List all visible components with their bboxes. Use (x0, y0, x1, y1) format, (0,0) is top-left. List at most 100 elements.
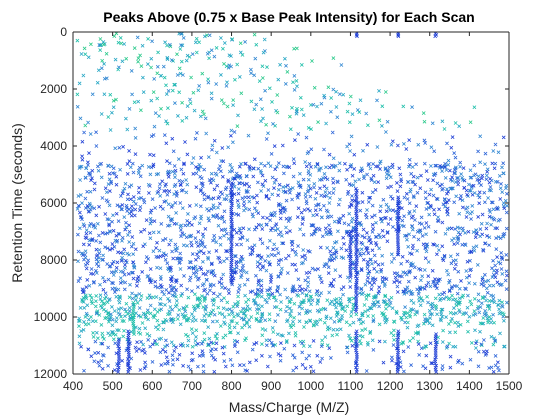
scatter-point (128, 165, 133, 170)
scatter-point (422, 226, 427, 230)
scatter-point (155, 240, 159, 245)
scatter-point (427, 212, 432, 217)
scatter-point (136, 56, 141, 61)
scatter-point (106, 345, 111, 350)
scatter-point (293, 138, 297, 142)
scatter-point (440, 164, 444, 169)
scatter-point (317, 274, 322, 279)
scatter-point (138, 53, 142, 58)
scatter-point (458, 300, 462, 305)
scatter-point (218, 235, 223, 240)
scatter-point (331, 156, 336, 161)
scatter-point (399, 315, 404, 320)
scatter-point (371, 314, 376, 318)
scatter-point (359, 267, 364, 271)
scatter-point (173, 175, 177, 180)
scatter-point (122, 215, 127, 219)
scatter-point (386, 205, 391, 210)
scatter-point (382, 317, 387, 321)
scatter-point (416, 237, 421, 242)
scatter-point (423, 141, 428, 145)
scatter-point (87, 238, 92, 243)
scatter-point (148, 267, 153, 271)
scatter-point (198, 114, 203, 119)
scatter-point (223, 333, 228, 338)
scatter-point (120, 207, 124, 212)
scatter-point (210, 347, 214, 351)
scatter-point (424, 283, 429, 288)
scatter-point (398, 172, 403, 177)
scatter-point (395, 189, 400, 193)
scatter-point (157, 186, 162, 191)
scatter-point (126, 355, 131, 359)
scatter-point (359, 166, 364, 171)
scatter-point (392, 256, 396, 261)
scatter-point (298, 183, 303, 188)
scatter-point (152, 77, 157, 81)
scatter-point (114, 174, 119, 179)
scatter-point (495, 268, 499, 273)
scatter-point (357, 291, 362, 295)
scatter-point (497, 368, 501, 373)
scatter-point (219, 281, 224, 286)
scatter-point (161, 327, 166, 332)
scatter-point (222, 209, 227, 214)
scatter-point (185, 53, 190, 58)
scatter-point (365, 208, 369, 212)
scatter-point (347, 211, 352, 216)
scatter-point (372, 280, 377, 285)
scatter-point (363, 282, 368, 287)
scatter-point (232, 325, 237, 330)
scatter-point (338, 296, 343, 301)
scatter-point (452, 266, 457, 271)
scatter-point (409, 252, 414, 256)
scatter-point (126, 359, 131, 364)
scatter-point (82, 306, 87, 310)
scatter-point (175, 52, 179, 57)
scatter-point (206, 216, 211, 221)
scatter-point (456, 230, 461, 235)
scatter-point (100, 58, 105, 63)
scatter-point (123, 227, 128, 232)
scatter-point (190, 344, 195, 349)
scatter-point (123, 258, 128, 263)
scatter-point (421, 364, 425, 368)
scatter-point (265, 216, 269, 220)
scatter-point (226, 178, 231, 182)
scatter-point (403, 320, 407, 325)
scatter-point (129, 210, 134, 214)
scatter-point (419, 222, 424, 226)
scatter-point (196, 166, 200, 170)
scatter-point (468, 175, 473, 180)
scatter-point (227, 291, 231, 296)
scatter-point (334, 240, 339, 244)
scatter-point (188, 275, 193, 280)
scatter-point (145, 274, 150, 279)
scatter-point (404, 233, 409, 238)
scatter-point (198, 300, 202, 305)
scatter-point (111, 337, 116, 342)
y-tick-label: 0 (60, 25, 67, 39)
scatter-point (184, 178, 188, 182)
scatter-point (276, 187, 281, 192)
scatter-point (159, 302, 164, 307)
scatter-point (231, 103, 235, 107)
scatter-point (263, 178, 268, 183)
scatter-point (104, 295, 108, 299)
scatter-point (279, 300, 283, 304)
scatter-point (232, 254, 237, 258)
scatter-point (143, 360, 147, 365)
scatter-point (434, 355, 438, 360)
scatter-point (494, 236, 498, 240)
scatter-point (483, 151, 488, 156)
scatter-point (389, 184, 393, 189)
scatter-point (342, 221, 347, 226)
scatter-point (228, 330, 233, 335)
scatter-point (259, 161, 263, 166)
scatter-point (95, 221, 100, 226)
scatter-point (251, 166, 256, 171)
scatter-point (454, 258, 458, 263)
scatter-point (269, 277, 273, 282)
scatter-point (94, 294, 99, 298)
scatter-point (167, 290, 171, 295)
